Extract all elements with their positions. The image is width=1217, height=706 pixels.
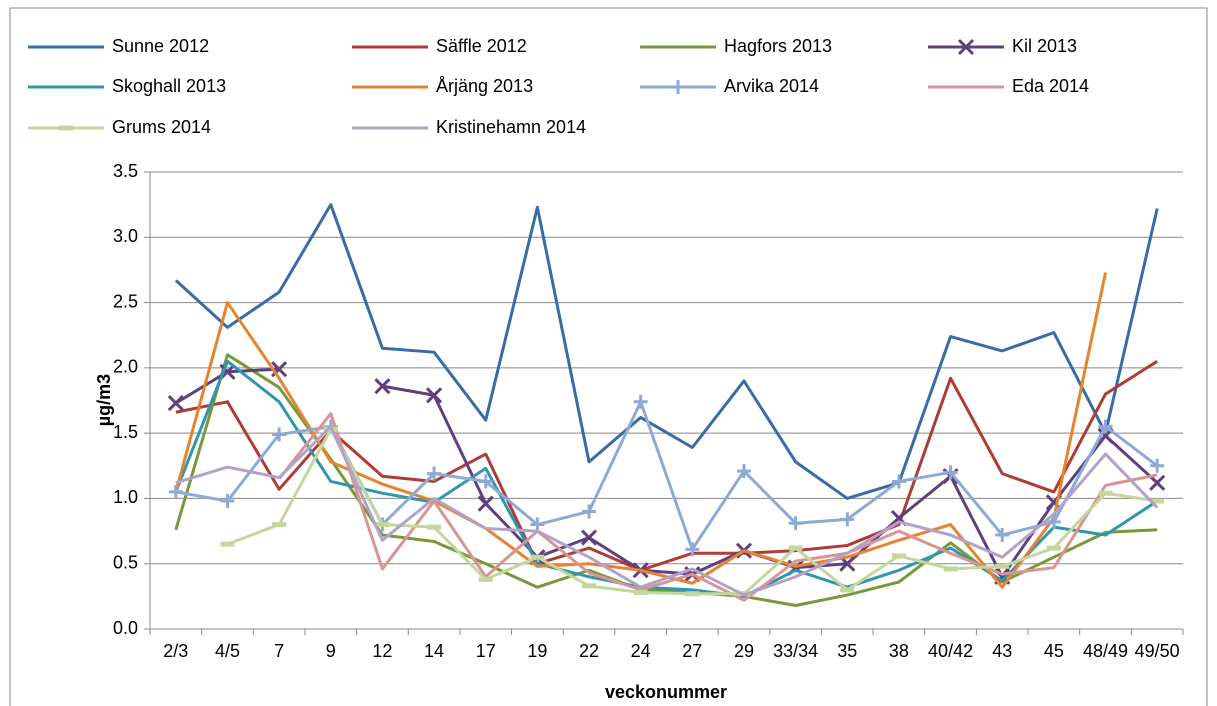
marker-plus [736, 464, 751, 479]
y-tick-label: 1.5 [113, 422, 138, 442]
marker-plus [530, 517, 545, 532]
y-tick-label: 2.0 [113, 357, 138, 377]
legend-label: Kristinehamn 2014 [436, 117, 586, 137]
legend-label: Eda 2014 [1012, 76, 1089, 96]
marker-x [374, 378, 391, 395]
x-tick-label: 7 [274, 641, 284, 661]
legend-label: Hagfors 2013 [724, 36, 832, 56]
marker-x [477, 495, 494, 512]
marker-plus [1046, 514, 1061, 529]
marker-plus [220, 494, 235, 509]
marker-plus [168, 484, 183, 499]
x-tick-label: 27 [682, 641, 702, 661]
series-line [175, 425, 1159, 597]
marker-plus [1098, 419, 1113, 434]
marker-plus [633, 394, 648, 409]
legend-label: Grums 2014 [112, 117, 211, 137]
marker-plus [272, 427, 287, 442]
marker-plus [891, 474, 906, 489]
legend-label: Skoghall 2013 [112, 76, 226, 96]
x-tick-label: 49/50 [1135, 641, 1180, 661]
x-tick-label: 38 [889, 641, 909, 661]
y-tick-label: 1.0 [113, 487, 138, 507]
x-tick-label: 29 [734, 641, 754, 661]
marker-x [1149, 474, 1166, 491]
marker-x [426, 387, 443, 404]
marker-plus [840, 512, 855, 527]
x-tick-label: 40/42 [928, 641, 973, 661]
x-tick-label: 45 [1044, 641, 1064, 661]
x-tick-label: 35 [837, 641, 857, 661]
marker-plus [995, 527, 1010, 542]
y-tick-label: 2.5 [113, 291, 138, 311]
marker-x [957, 38, 975, 56]
x-tick-label: 12 [372, 641, 392, 661]
y-tick-label: 3.5 [113, 161, 138, 181]
x-tick-label: 2/3 [163, 641, 188, 661]
x-tick-label: 48/49 [1083, 641, 1128, 661]
marker-plus [685, 542, 700, 557]
x-tick-label: 33/34 [773, 641, 818, 661]
x-tick-label: 17 [476, 641, 496, 661]
legend-label: Sunne 2012 [112, 36, 209, 56]
x-tick-label: 22 [579, 641, 599, 661]
marker-plus [1150, 458, 1165, 473]
marker-plus [582, 504, 597, 519]
x-tick-label: 43 [992, 641, 1012, 661]
marker-plus [427, 466, 442, 481]
series-line [277, 412, 1158, 602]
y-tick-label: 0.0 [113, 618, 138, 638]
marker-plus [788, 516, 803, 531]
chart-frame [9, 7, 1208, 706]
series-line [174, 272, 1107, 589]
legend-label: Säffle 2012 [436, 36, 527, 56]
marker-x [580, 529, 598, 546]
y-axis-title: µg/m3 [94, 374, 114, 426]
legend-label: Kil 2013 [1012, 36, 1077, 56]
x-tick-label: 14 [424, 641, 444, 661]
legend-label: Arvika 2014 [724, 76, 819, 96]
x-tick-label: 24 [631, 641, 651, 661]
marker-plus [671, 80, 685, 94]
series-line [174, 203, 1159, 500]
y-tick-label: 3.0 [113, 226, 138, 246]
x-tick-label: 9 [326, 641, 336, 661]
legend-label: Årjäng 2013 [436, 76, 533, 96]
marker-plus [943, 465, 958, 480]
marker-plus [478, 474, 493, 489]
marker-x [167, 395, 184, 412]
x-tick-label: 19 [527, 641, 547, 661]
x-tick-label: 4/5 [215, 641, 240, 661]
x-axis-title: veckonummer [605, 682, 727, 702]
y-tick-label: 0.5 [113, 552, 138, 572]
